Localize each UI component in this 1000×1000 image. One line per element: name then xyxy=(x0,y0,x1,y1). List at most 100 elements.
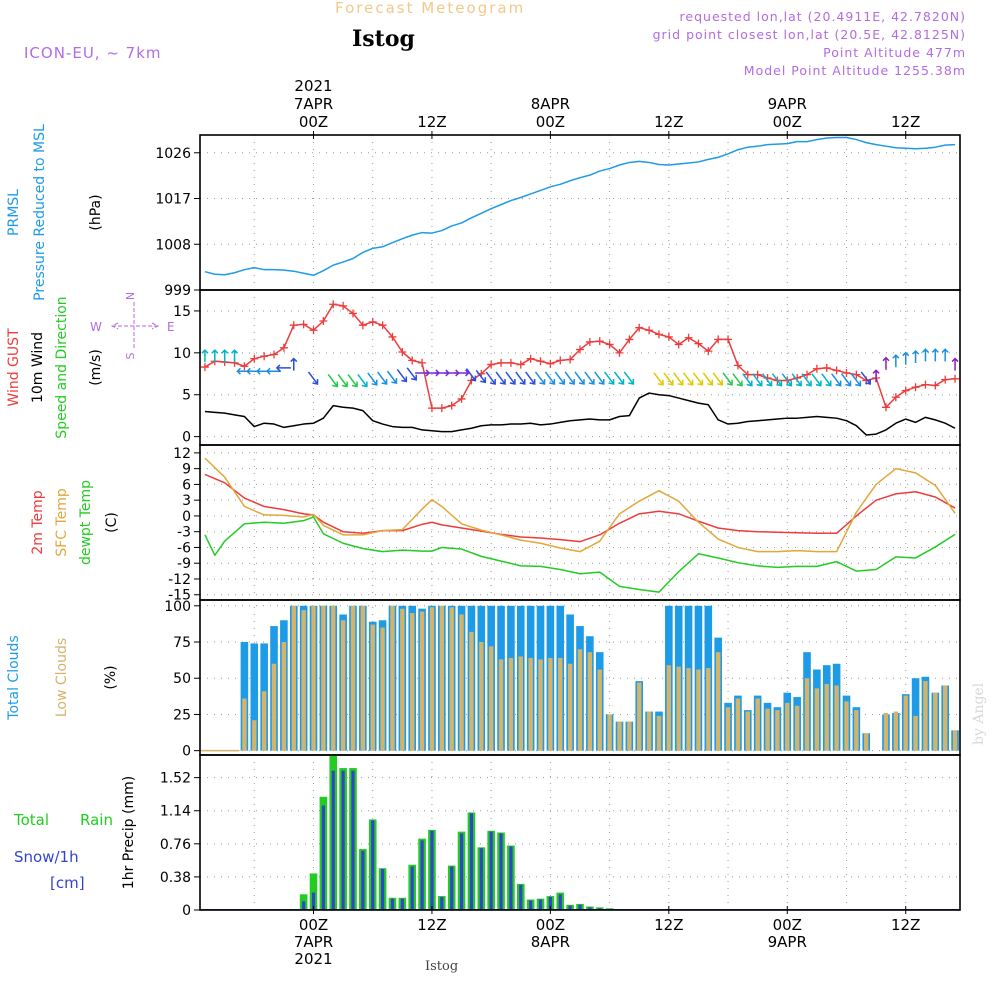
wind-direction-arrow xyxy=(840,373,852,387)
wind-gust-marker xyxy=(506,358,515,367)
wind-direction-arrow xyxy=(347,374,358,388)
wind-gust-marker xyxy=(822,363,831,372)
temperature-series-line xyxy=(204,516,956,593)
snow-bar xyxy=(302,901,306,910)
low-clouds-bar xyxy=(242,698,247,751)
pressure-ylabel: Pressure Reduced to MSL xyxy=(32,124,48,301)
wind-gust-marker xyxy=(852,370,861,379)
wind-direction-arrow xyxy=(931,348,939,362)
low-clouds-bar xyxy=(903,695,908,751)
low-clouds-bar xyxy=(933,692,938,751)
wind-gust-marker xyxy=(832,366,841,375)
wind-direction-arrow xyxy=(406,367,417,381)
panel-wind: 0 5 10 15 W E N S xyxy=(90,289,961,446)
bottom-time-label: 12Z xyxy=(417,916,446,934)
snow-bar xyxy=(450,866,454,910)
temperature-ylabel: dewpt Temp xyxy=(78,480,94,565)
wind-gust-marker xyxy=(704,347,713,356)
low-clouds-bar xyxy=(696,669,701,751)
snow-bar xyxy=(361,850,365,910)
wind-direction-arrow xyxy=(811,373,822,387)
low-clouds-bar xyxy=(706,668,711,751)
wind-gust-marker xyxy=(348,309,357,318)
precip-ytick-label: 1.52 xyxy=(160,771,191,787)
compass-east: E xyxy=(167,320,175,334)
low-clouds-bar xyxy=(765,708,770,751)
compass-rose: W E N S xyxy=(90,292,175,360)
compass-axes xyxy=(110,302,160,350)
pressure-ytick-label: 1017 xyxy=(155,192,191,208)
location-title: Istog xyxy=(352,26,415,52)
wind-gust-marker xyxy=(270,350,279,359)
wind-direction-arrow xyxy=(376,371,388,385)
temperature-ytick-label: 3 xyxy=(182,493,191,509)
wind-gust-marker xyxy=(753,370,762,379)
wind-ytick-label: 10 xyxy=(173,346,191,362)
wind-direction-arrow xyxy=(544,371,556,385)
wind-gust-marker xyxy=(339,301,348,310)
wind-gust-marker xyxy=(803,370,812,379)
wind-gust-marker xyxy=(398,348,407,356)
wind-gust-marker xyxy=(615,348,624,357)
low-clouds-bar xyxy=(488,646,494,751)
low-clouds-bar xyxy=(390,605,395,751)
clouds-ytick-label: 0 xyxy=(182,744,191,760)
wind-direction-arrow xyxy=(525,371,536,385)
model-label: ICON-EU, ~ 7km xyxy=(24,44,162,62)
snow-bar xyxy=(410,866,414,910)
wind-gust-marker xyxy=(664,332,673,341)
low-clouds-bar xyxy=(528,657,533,751)
wind-gust-marker xyxy=(516,360,525,369)
wind-gust-marker xyxy=(891,393,900,402)
wind-gust-marker xyxy=(654,330,663,339)
wind-direction-arrow xyxy=(921,348,929,362)
wind-gust-marker xyxy=(279,343,288,352)
temperature-series-line xyxy=(204,457,956,553)
wind-direction-arrow xyxy=(495,371,506,385)
low-clouds-bar xyxy=(745,711,750,751)
wind-direction-arrow xyxy=(465,368,477,382)
wind-direction-arrow xyxy=(574,371,585,385)
low-clouds-bar xyxy=(785,702,790,751)
wind-direction-arrow xyxy=(712,372,723,386)
wind-ytick-label: 5 xyxy=(182,388,191,404)
low-clouds-bar xyxy=(893,711,899,751)
low-clouds-bar xyxy=(804,678,810,751)
bottom-time-label: 00Z xyxy=(299,916,328,934)
wind-direction-arrow xyxy=(505,371,516,385)
precip-ytick-label: 0 xyxy=(182,903,191,919)
wind-gust-marker xyxy=(487,360,496,369)
low-clouds-bar xyxy=(646,711,652,751)
top-time-label: 2021 xyxy=(294,77,332,95)
top-time-label: 00Z xyxy=(773,113,802,131)
low-clouds-bar xyxy=(676,666,681,751)
compass-south: S xyxy=(124,352,137,359)
wind-direction-arrow xyxy=(663,372,674,386)
snow-bar xyxy=(351,770,355,910)
wind-gust-marker xyxy=(684,333,693,342)
wind-series-line xyxy=(204,392,956,436)
snow-bar xyxy=(499,833,503,910)
clouds-ylabel: Low Clouds xyxy=(54,638,70,717)
low-clouds-bar xyxy=(439,605,445,751)
wind-gust-marker xyxy=(319,317,328,325)
wind-direction-arrow xyxy=(831,373,842,387)
snow-bar xyxy=(331,770,335,910)
wind-gust-marker xyxy=(457,394,466,403)
low-clouds-bar xyxy=(518,656,523,751)
low-clouds-bar xyxy=(577,649,583,751)
low-clouds-bar xyxy=(321,605,326,751)
low-clouds-bar xyxy=(400,608,405,751)
clouds-ytick-label: 75 xyxy=(173,635,191,651)
wind-direction-arrow xyxy=(290,357,298,371)
top-time-label: 00Z xyxy=(299,113,328,131)
wind-direction-arrow xyxy=(604,371,615,385)
low-clouds-bar xyxy=(923,681,928,751)
grid-point-coordinates: grid point closest lon,lat (20.5E, 42.81… xyxy=(652,27,966,42)
snow-bar xyxy=(548,896,552,910)
low-clouds-bar xyxy=(814,688,820,751)
snow-bar xyxy=(459,833,464,910)
snow-bar xyxy=(341,770,345,910)
clouds-ytick-label: 100 xyxy=(164,599,191,615)
wind-gust-marker xyxy=(743,370,752,379)
